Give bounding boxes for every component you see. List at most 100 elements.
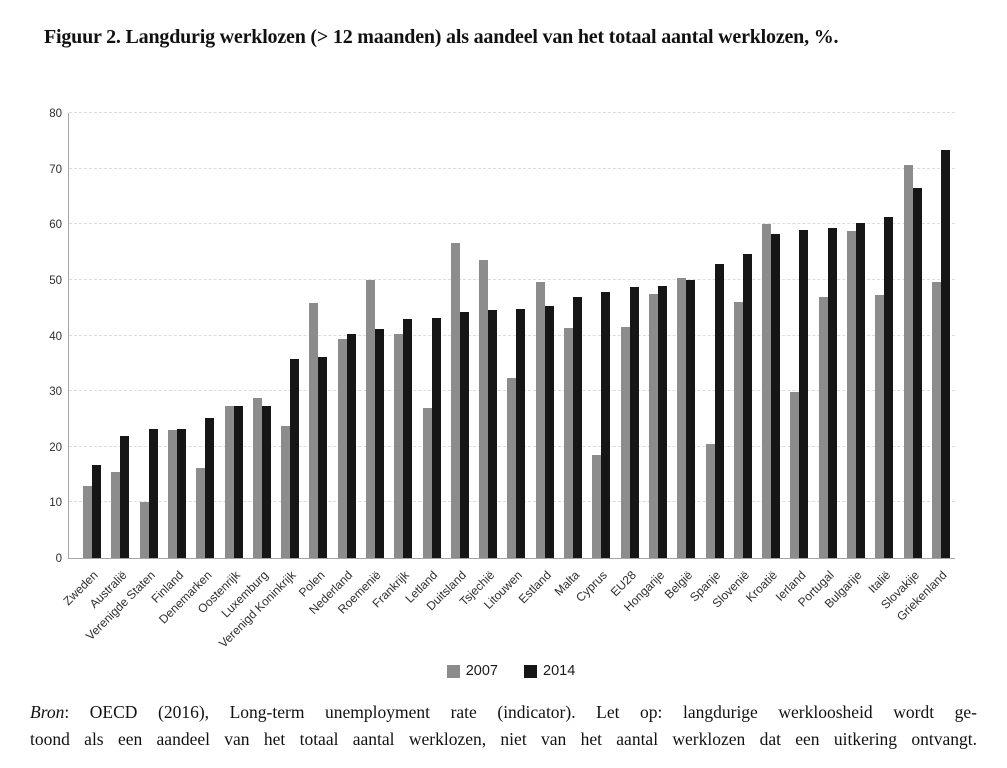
bar-group xyxy=(502,113,530,558)
bar-group xyxy=(785,113,813,558)
bar-2007 xyxy=(762,223,772,558)
bar-group xyxy=(842,113,870,558)
bar-2007 xyxy=(450,242,460,558)
bar-2007 xyxy=(564,328,574,558)
bar-2014 xyxy=(855,223,865,558)
bar-group xyxy=(531,113,559,558)
bar-group xyxy=(361,113,389,558)
bar-group xyxy=(389,113,417,558)
y-axis: 0 10 20 30 40 50 60 70 80 xyxy=(22,108,62,565)
bar-group xyxy=(333,113,361,558)
bar-2007 xyxy=(479,260,489,558)
gridline xyxy=(69,278,955,280)
legend-item-2014: 2014 xyxy=(524,663,575,679)
bar-2014 xyxy=(686,279,696,558)
bar-2007 xyxy=(790,392,800,558)
bar-2014 xyxy=(827,228,837,558)
x-axis-label: Kroatië xyxy=(743,568,781,605)
bar-group xyxy=(700,113,728,558)
bar-2014 xyxy=(318,357,328,558)
bar-group xyxy=(729,113,757,558)
chart-legend: 2007 2014 xyxy=(68,663,954,679)
bar-2014 xyxy=(742,254,752,558)
bar-2007 xyxy=(931,282,941,558)
legend-swatch-2014-icon xyxy=(524,664,537,678)
x-axis-labels: Zweden Australië Verenigde Staten Finland De… xyxy=(61,562,954,662)
y-tick-label: 0 xyxy=(55,553,62,565)
bar-group xyxy=(757,113,785,558)
bar-2014 xyxy=(290,359,300,558)
gridline xyxy=(69,112,955,113)
bar-2007 xyxy=(281,426,291,558)
bar-2014 xyxy=(516,308,526,558)
y-tick-label: 70 xyxy=(49,163,62,176)
plot-area xyxy=(68,112,955,559)
gridline xyxy=(69,223,955,225)
bar-group xyxy=(191,113,219,558)
source-line-1: Bron: OECD (2016), Long-term unemploymen… xyxy=(30,699,977,726)
bar-2014 xyxy=(459,311,469,558)
bar-group xyxy=(78,113,106,558)
y-tick-label: 50 xyxy=(49,274,62,287)
bar-2014 xyxy=(629,286,639,558)
bar-2007 xyxy=(535,281,545,558)
bar-2007 xyxy=(733,302,743,558)
bar-group xyxy=(219,113,247,558)
bar-group xyxy=(616,113,644,558)
source-bron-label: Bron xyxy=(30,702,65,722)
y-tick-label: 40 xyxy=(49,330,62,343)
source-line-2: toond als een aandeel van het totaal aan… xyxy=(30,729,977,749)
bar-group xyxy=(474,113,502,558)
bar-2007 xyxy=(903,164,913,558)
bar-2014 xyxy=(771,233,781,558)
bar-2014 xyxy=(346,334,356,558)
bar-2007 xyxy=(83,485,93,558)
bar-group xyxy=(927,113,955,558)
bar-2007 xyxy=(224,406,234,558)
bar-2007 xyxy=(139,502,149,558)
bar-group xyxy=(672,113,700,558)
bar-group xyxy=(898,113,926,558)
bar-2014 xyxy=(205,417,215,558)
bar-group xyxy=(587,113,615,558)
bar-group xyxy=(276,113,304,558)
bar-2007 xyxy=(592,454,602,558)
bar-2007 xyxy=(196,468,206,558)
source-line-1-text: : OECD (2016), Long-term unemployment ra… xyxy=(64,702,977,722)
bar-2007 xyxy=(252,398,262,558)
bar-group xyxy=(417,113,445,558)
bar-group xyxy=(446,113,474,558)
bar-2007 xyxy=(168,430,177,558)
bar-2014 xyxy=(799,229,809,558)
y-tick-label: 10 xyxy=(49,497,62,510)
bar-group xyxy=(644,113,672,558)
bar-group xyxy=(248,113,276,558)
bar-group xyxy=(135,113,163,558)
bar-2014 xyxy=(177,428,186,558)
bar-2007 xyxy=(337,338,347,558)
bar-2014 xyxy=(431,318,441,558)
legend-label-2007: 2007 xyxy=(465,663,498,679)
bar-2007 xyxy=(111,472,121,558)
bar-group xyxy=(814,113,842,558)
bar-2007 xyxy=(366,279,376,558)
bar-2007 xyxy=(705,443,715,558)
bar-2007 xyxy=(846,230,856,558)
x-axis-label: Cyprus xyxy=(573,568,611,605)
bar-2007 xyxy=(422,407,432,558)
bar-2014 xyxy=(233,406,243,558)
bar-2014 xyxy=(573,296,583,558)
bar-2014 xyxy=(884,217,894,558)
bar-2007 xyxy=(677,277,687,558)
bar-2014 xyxy=(148,428,158,558)
bar-2014 xyxy=(657,286,667,558)
bar-2014 xyxy=(403,319,413,558)
legend-label-2014: 2014 xyxy=(543,663,576,679)
gridline xyxy=(69,167,955,169)
y-tick-label: 60 xyxy=(49,219,62,232)
figure-title: Figuur 2. Langdurig werklozen (> 12 maan… xyxy=(44,26,839,48)
source-note: Bron: OECD (2016), Long-term unemploymen… xyxy=(30,699,977,753)
bar-2014 xyxy=(120,436,130,558)
bar-2007 xyxy=(309,302,319,558)
y-tick-label: 30 xyxy=(49,386,62,399)
